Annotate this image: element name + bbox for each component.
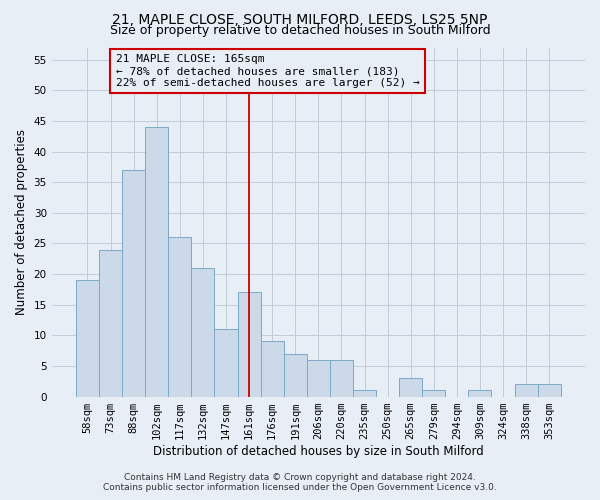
Bar [260, 342, 284, 396]
Bar [538, 384, 561, 396]
Bar [284, 354, 307, 397]
Bar [168, 238, 191, 396]
Bar [99, 250, 122, 396]
Bar [307, 360, 330, 397]
Bar [214, 329, 238, 396]
Bar [469, 390, 491, 396]
Bar [238, 292, 260, 397]
Bar [353, 390, 376, 396]
X-axis label: Distribution of detached houses by size in South Milford: Distribution of detached houses by size … [153, 444, 484, 458]
Bar [330, 360, 353, 397]
Bar [122, 170, 145, 396]
Text: 21, MAPLE CLOSE, SOUTH MILFORD, LEEDS, LS25 5NP: 21, MAPLE CLOSE, SOUTH MILFORD, LEEDS, L… [112, 12, 488, 26]
Bar [191, 268, 214, 396]
Y-axis label: Number of detached properties: Number of detached properties [15, 129, 28, 315]
Bar [145, 127, 168, 396]
Bar [422, 390, 445, 396]
Text: 21 MAPLE CLOSE: 165sqm
← 78% of detached houses are smaller (183)
22% of semi-de: 21 MAPLE CLOSE: 165sqm ← 78% of detached… [116, 54, 419, 88]
Bar [515, 384, 538, 396]
Text: Size of property relative to detached houses in South Milford: Size of property relative to detached ho… [110, 24, 490, 37]
Bar [76, 280, 99, 396]
Bar [399, 378, 422, 396]
Text: Contains HM Land Registry data © Crown copyright and database right 2024.
Contai: Contains HM Land Registry data © Crown c… [103, 473, 497, 492]
